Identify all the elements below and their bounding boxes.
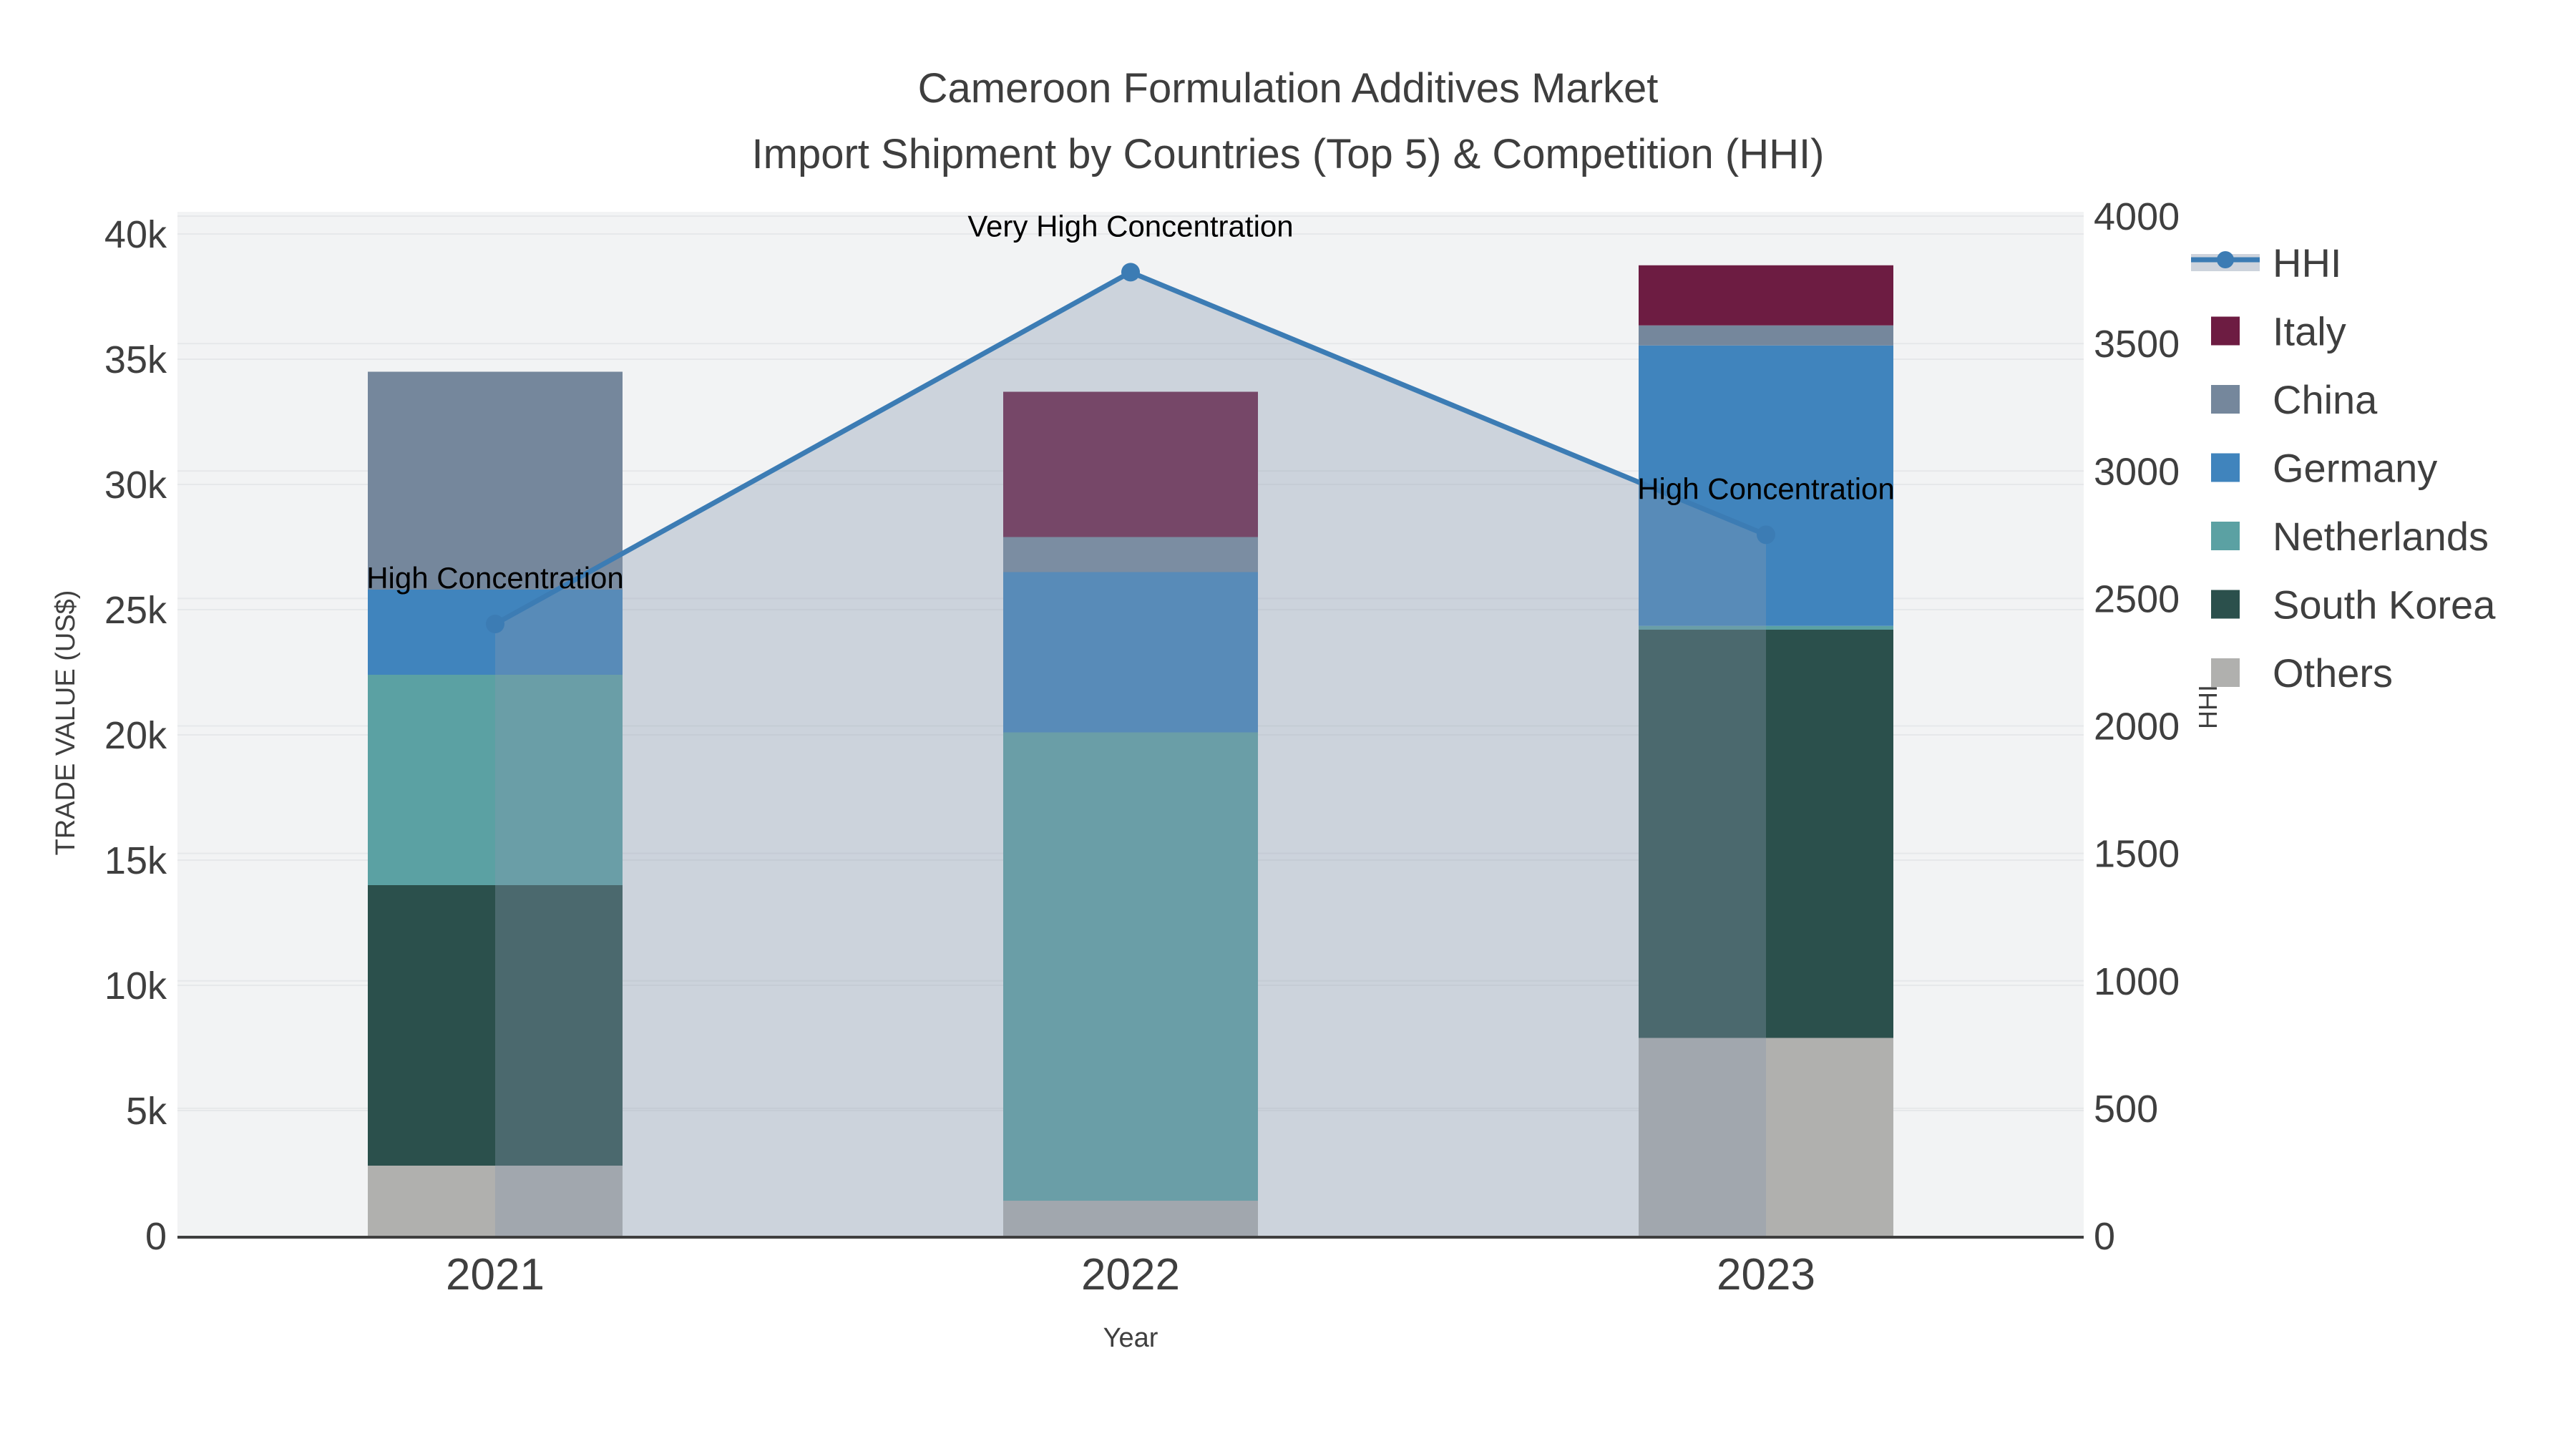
y-right-tick-label: 4000 [2094, 195, 2180, 238]
legend-label: China [2273, 377, 2378, 422]
legend-swatch [2211, 385, 2240, 414]
y-right-tick-label: 2000 [2094, 706, 2180, 748]
legend-item-hhi[interactable]: HHI [2191, 240, 2341, 286]
bar-segment-netherlands-2021[interactable] [368, 675, 623, 885]
y-right-tick-label: 3000 [2094, 450, 2180, 493]
y-right-tick-label: 2500 [2094, 577, 2180, 620]
y-left-tick-label: 5k [126, 1090, 167, 1133]
legend-label: Others [2273, 650, 2393, 696]
chart-title-line2: Import Shipment by Countries (Top 5) & C… [751, 131, 1825, 177]
x-tick-label-2022: 2022 [1081, 1250, 1180, 1299]
annotation: High Concentration [1637, 472, 1895, 505]
y-left-tick-label: 10k [104, 965, 167, 1008]
legend-label: Germany [2273, 446, 2437, 491]
y-right-tick-label: 1000 [2094, 960, 2180, 1003]
legend-swatch [2211, 590, 2240, 619]
bar-segment-others-2022[interactable] [1003, 1201, 1258, 1236]
y-left-tick-label: 25k [104, 589, 167, 632]
bar-segment-germany-2022[interactable] [1003, 572, 1258, 733]
bar-segment-china-2022[interactable] [1003, 537, 1258, 572]
hhi-area-fill [495, 272, 1766, 1236]
y-left-tick-label: 30k [104, 464, 167, 507]
annotation: Very High Concentration [967, 209, 1293, 243]
legend-hhi-marker [2217, 251, 2234, 268]
bar-segment-italy-2022[interactable] [1003, 391, 1258, 537]
legend-item-china[interactable]: China [2211, 377, 2378, 422]
y-right-tick-label: 0 [2094, 1215, 2115, 1258]
legend-item-others[interactable]: Others [2211, 650, 2393, 696]
y-left-tick-label: 35k [104, 338, 167, 381]
chart-title: Cameroon Formulation Additives Market Im… [0, 56, 2576, 187]
bar-segment-south-korea-2021[interactable] [368, 885, 623, 1166]
x-tick-label-2023: 2023 [1717, 1250, 1815, 1299]
legend-label: South Korea [2273, 582, 2496, 628]
y-left-tick-label: 15k [104, 839, 167, 882]
bar-segment-others-2023[interactable] [1639, 1038, 1893, 1236]
hhi-marker-2021[interactable] [486, 615, 504, 633]
legend-swatch [2211, 522, 2240, 550]
legend-item-italy[interactable]: Italy [2211, 309, 2346, 354]
y-left-tick-label: 40k [104, 213, 167, 256]
annotation: High Concentration [366, 561, 624, 595]
legend-item-netherlands[interactable]: Netherlands [2211, 514, 2489, 559]
bar-segment-netherlands-2023[interactable] [1639, 625, 1893, 630]
legend-swatch [2211, 658, 2240, 687]
legend-swatch [2211, 453, 2240, 482]
legend-item-south-korea[interactable]: South Korea [2211, 582, 2496, 628]
y-right-tick-label: 500 [2094, 1088, 2158, 1131]
bar-segment-china-2021[interactable] [368, 371, 623, 590]
y-right-tick-label: 1500 [2094, 833, 2180, 876]
bar-segment-germany-2023[interactable] [1639, 345, 1893, 626]
chart-title-line1: Cameroon Formulation Additives Market [917, 65, 1659, 112]
y-left-tick-label: 20k [104, 714, 167, 757]
bar-segment-italy-2023[interactable] [1639, 265, 1893, 326]
y-left-tick-label: 0 [145, 1215, 167, 1258]
legend-label: HHI [2273, 240, 2341, 286]
bar-segment-south-korea-2023[interactable] [1639, 630, 1893, 1038]
legend-label: Italy [2273, 309, 2346, 354]
legend-item-germany[interactable]: Germany [2211, 446, 2437, 491]
bar-segment-netherlands-2022[interactable] [1003, 732, 1258, 1201]
legend-swatch [2211, 316, 2240, 346]
y-right-tick-label: 3500 [2094, 323, 2180, 366]
hhi-marker-2023[interactable] [1757, 525, 1775, 545]
bar-segment-others-2021[interactable] [368, 1166, 623, 1236]
bar-segment-china-2023[interactable] [1639, 325, 1893, 346]
hhi-marker-2022[interactable] [1121, 263, 1140, 282]
y-right-axis-title: HHI [2193, 685, 2223, 729]
legend-label: Netherlands [2273, 514, 2489, 559]
y-left-axis-title: TRADE VALUE (US$) [51, 590, 81, 856]
x-axis-title: Year [1103, 1323, 1158, 1353]
x-tick-label-2021: 2021 [446, 1250, 545, 1299]
